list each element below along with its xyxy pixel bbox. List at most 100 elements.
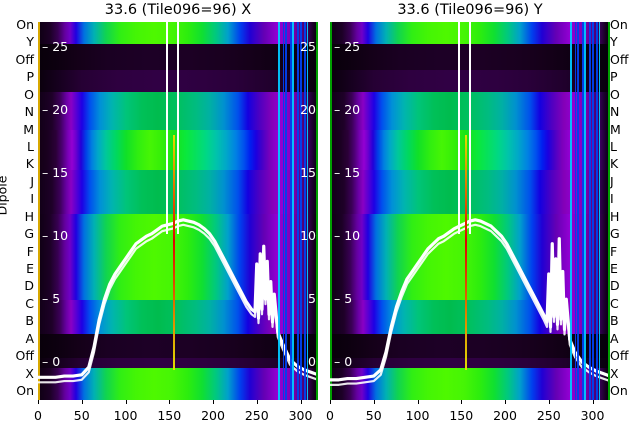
panel-x-band-bottom-bright [38,368,318,400]
panel-y-right-spine [608,22,610,400]
panel-x-right-spine [316,22,318,400]
panel-y-stripe [591,22,594,400]
outer-row-label-x-20: X [610,365,619,381]
outer-row-label-i-10: I [610,191,614,207]
x-tick-label-0: 0 [326,408,334,423]
panel-x-band-mid-5 [38,258,318,300]
panel-x-white-spike-a [166,22,169,234]
x-tick-label-300: 300 [580,408,605,423]
x-tick-mark-0 [330,400,331,404]
x-tick-label-250: 250 [244,408,269,423]
y-tick-25: – 25 [334,39,361,55]
outer-row-label-o-4: O [610,86,620,102]
panel-y[interactable]: 33.6 (Tile096=96) Y – 0 – 5 – 10 – 15 – 20 – … [330,2,610,400]
panel-x-band-dark-4 [38,358,318,368]
panel-x-red-yellow-marker [173,135,175,370]
panel-y-white-spike-a [458,22,461,234]
panel-x-band-dark-3 [38,334,318,358]
outer-row-label-a-18: A [25,330,34,346]
x-tick-mark-300 [592,400,594,404]
x-tick-mark-200 [213,400,214,404]
outer-row-label-on-0: On [16,17,34,32]
panel-y-stripe [570,22,572,400]
x-tick-mark-200 [505,400,506,404]
y-tick-20: – 20 [334,102,361,118]
x-tick-mark-100 [125,400,127,404]
x-tick-mark-50 [373,400,375,404]
outer-row-label-a-18: A [610,330,619,346]
outer-row-label-e-14: E [610,261,618,276]
y-tick-0: 0 [308,354,316,370]
panel-x-stripe [290,22,292,400]
panel-y-stripe [574,22,577,400]
panel-x-stripe [285,22,287,400]
outer-row-label-b-17: B [25,313,34,329]
y-tick-20: – 20 [42,102,69,118]
outer-row-label-n-5: N [610,104,620,120]
x-tick-mark-150 [169,400,171,404]
y-tick-15: – 15 [334,165,361,181]
outer-row-label-off-2: Off [610,51,629,67]
outer-row-label-k-8: K [610,156,619,172]
outer-row-label-l-7: L [610,139,617,154]
outer-row-label-c-16: C [610,295,619,311]
panel-x-stripe [282,22,285,400]
panel-x-heatmap[interactable] [38,22,318,400]
outer-row-label-g-12: G [610,226,620,242]
y-tick-10: 10 [300,228,316,244]
panel-x-band-mid-6 [38,300,318,334]
panel-x-stripe [278,22,280,400]
outer-row-label-off-19: Off [15,348,34,364]
outer-row-label-o-4: O [24,86,34,102]
y-tick-0: – 0 [334,354,353,370]
outer-row-label-j-9: J [30,173,34,189]
panel-x-white-spike-b [177,22,180,234]
x-tick-mark-150 [461,400,463,404]
y-tick-5: – 5 [42,291,61,307]
outer-row-label-c-16: C [25,295,34,311]
outer-row-label-g-12: G [24,226,34,242]
outer-row-label-f-13: F [610,243,618,259]
panel-y-heatmap[interactable] [330,22,610,400]
panel-x[interactable]: 33.6 (Tile096=96) X – 0 – 5 – 10 – 15 – 20 – … [38,2,318,400]
panel-y-red-yellow-marker [465,135,467,370]
outer-row-label-d-15: D [24,278,34,294]
outer-row-label-off-19: Off [610,348,629,364]
panel-y-title: 33.6 (Tile096=96) Y [397,2,543,18]
outer-row-label-h-11: H [24,208,34,224]
panel-x-stripe [299,22,302,400]
outer-row-label-f-13: F [26,243,34,259]
outer-row-label-e-14: E [26,261,34,276]
outer-row-label-off-2: Off [15,51,34,67]
panel-y-stripe [584,22,586,400]
x-tick-label-200: 200 [201,408,225,423]
panel-x-stripe [292,22,294,400]
outer-row-label-m-6: M [610,121,621,137]
y-tick-15: 15 [300,165,316,181]
x-tick-mark-250 [548,400,550,404]
outer-row-label-k-8: K [25,156,34,172]
panel-x-stripe [304,22,306,400]
y-tick-5: 5 [308,291,316,307]
y-tick-0: – 0 [42,354,61,370]
x-tick-label-50: 50 [73,408,90,423]
outer-row-label-y-1: Y [610,34,618,50]
x-tick-label-150: 150 [157,408,182,423]
x-tick-mark-50 [81,400,83,404]
x-tick-mark-100 [417,400,419,404]
panel-y-stripe [596,22,598,400]
y-tick-25: – 25 [42,39,69,55]
panel-x-stripe [306,22,309,400]
outer-row-label-on-21: On [610,383,628,398]
y-tick-15: – 15 [42,165,69,181]
outer-row-label-b-17: B [610,313,619,329]
x-tick-label-250: 250 [536,408,561,423]
x-tick-mark-250 [256,400,258,404]
outer-row-label-on-0: On [610,17,628,32]
panel-y-band-mid-6 [330,300,610,334]
panel-x-title: 33.6 (Tile096=96) X [104,2,252,18]
y-tick-10: – 10 [334,228,361,244]
outer-row-label-h-11: H [610,208,620,224]
x-tick-label-150: 150 [449,408,474,423]
panel-y-band-bottom-bright [330,368,610,400]
